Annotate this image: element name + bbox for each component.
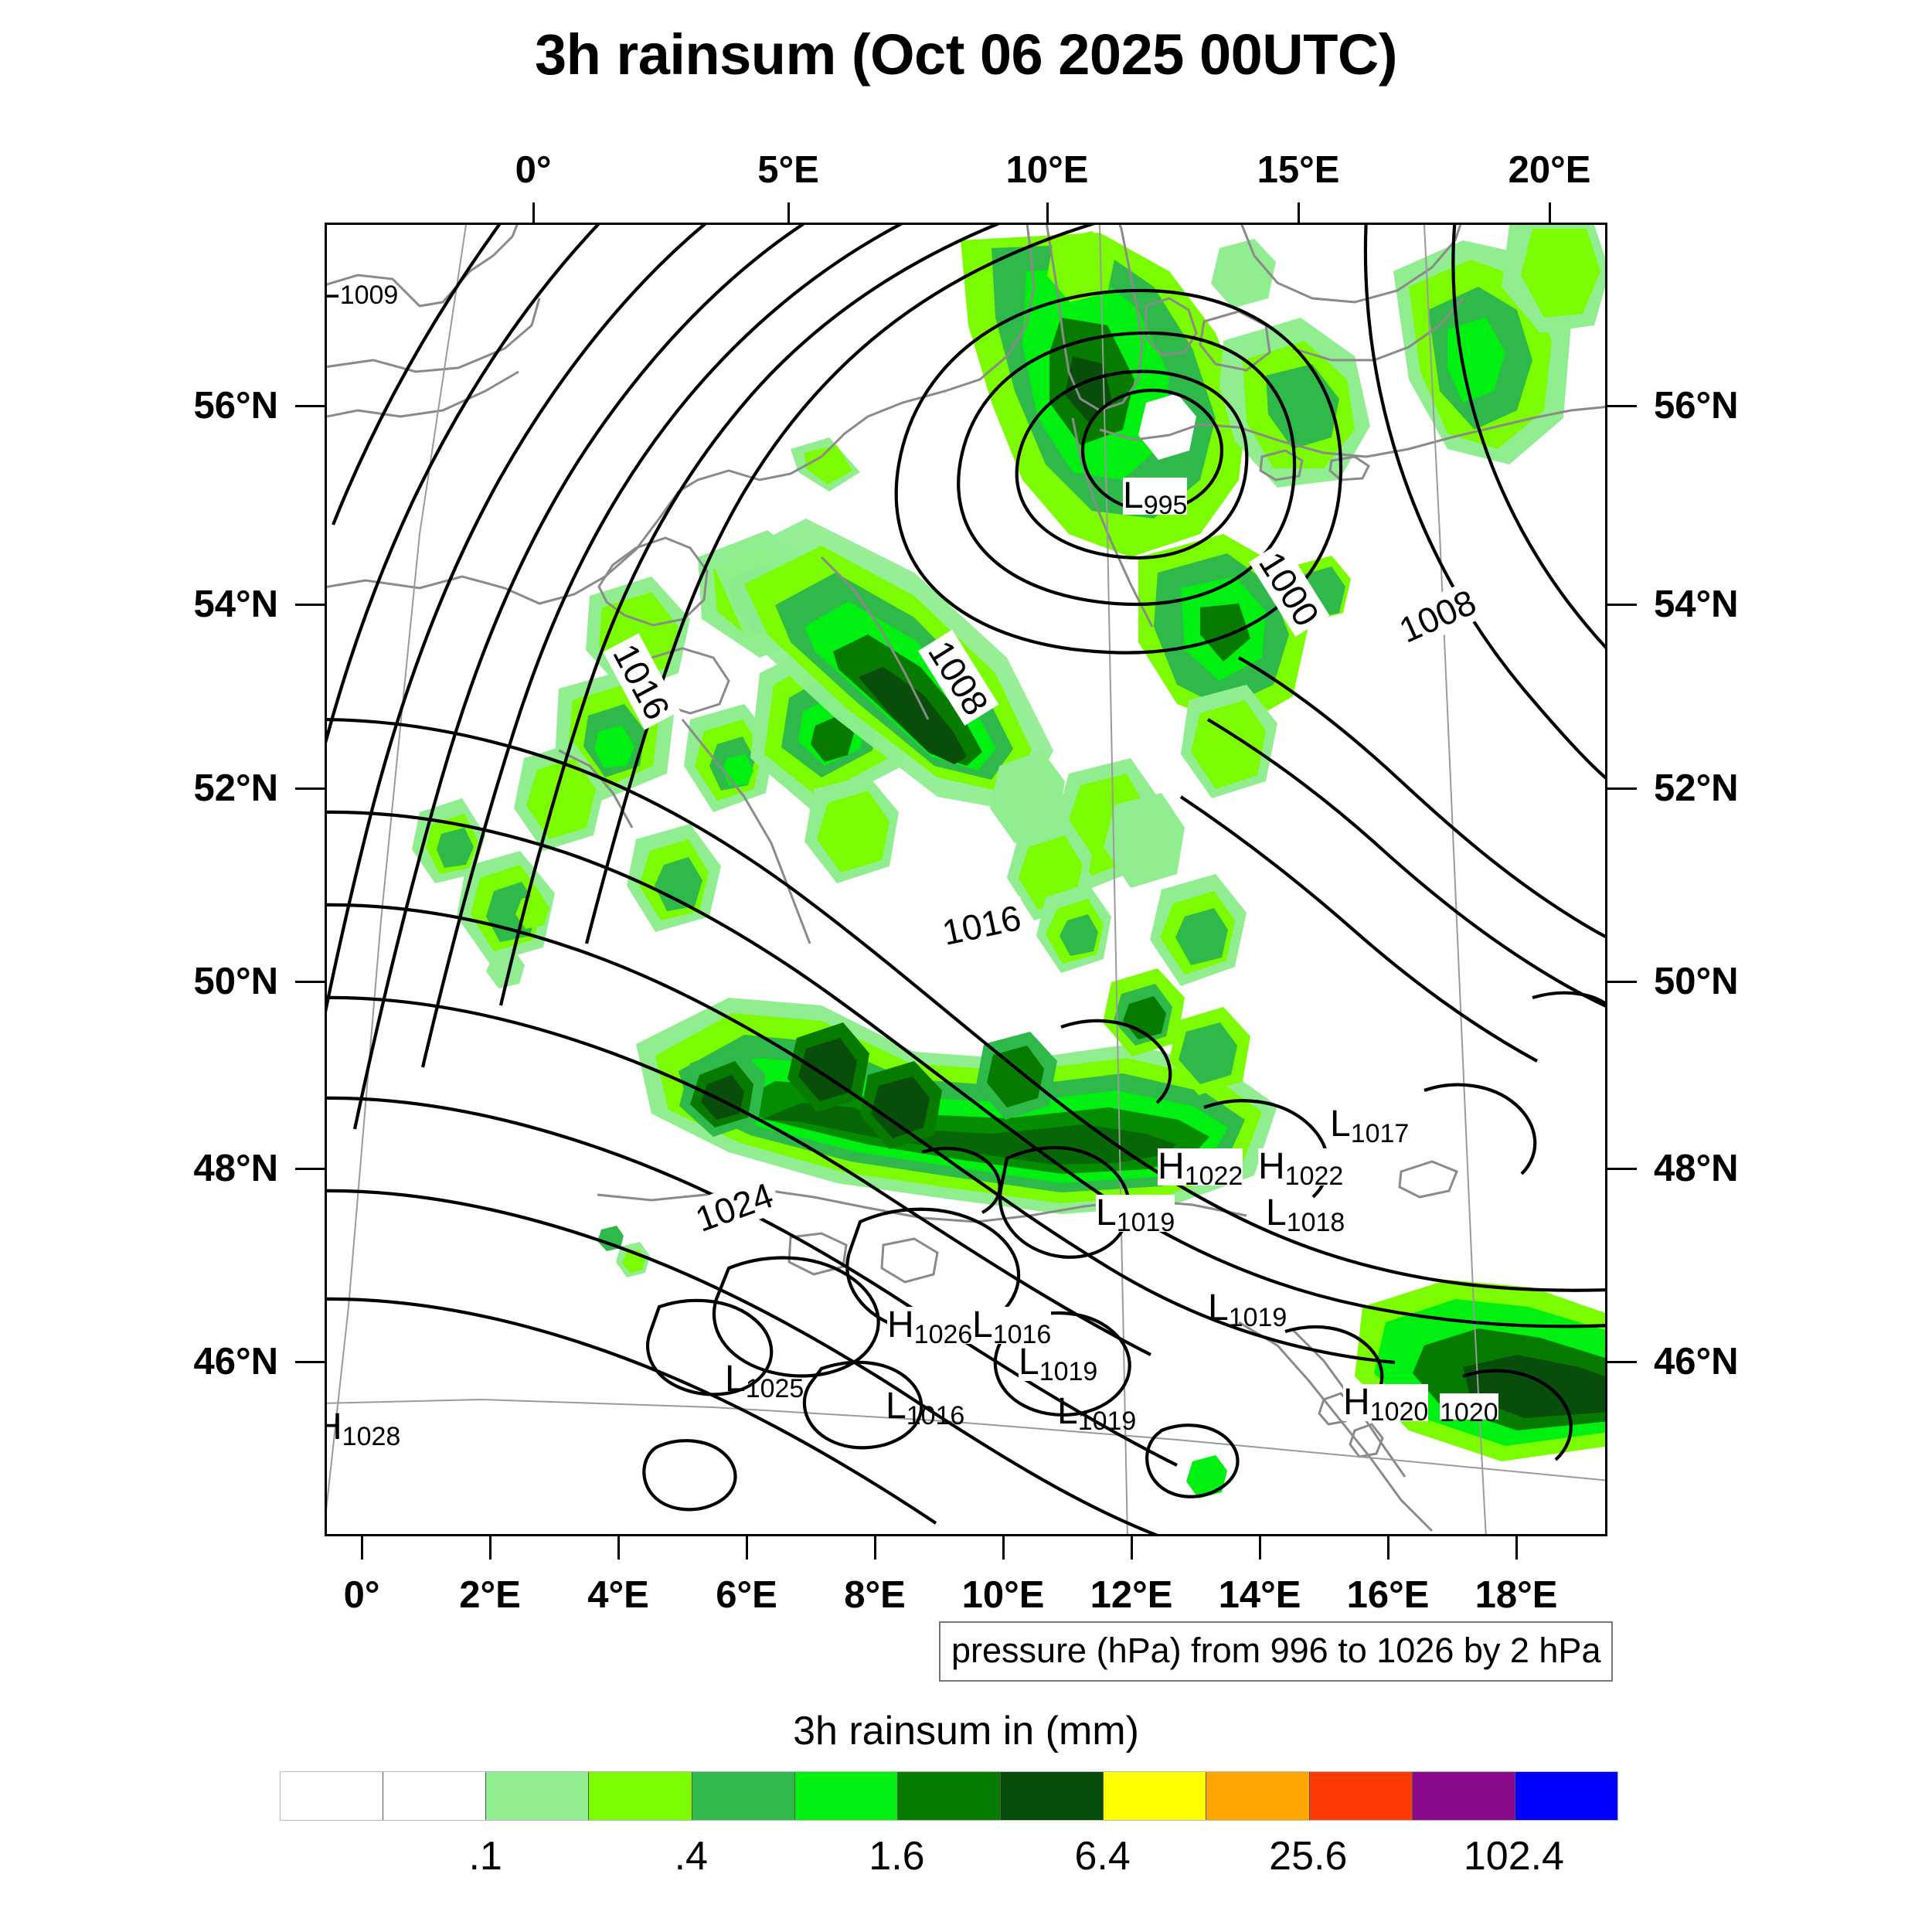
colorbar-cell-2[interactable] [486,1772,590,1820]
tick-bottom-6 [1131,1536,1133,1560]
precipitation-shading [412,225,1605,1498]
colorbar-cell-12[interactable] [1515,1772,1618,1820]
pressure-center-L1019-a: L1019 [1096,1192,1175,1237]
colorbar-cell-7[interactable] [1001,1772,1104,1820]
colorbar-cell-0[interactable] [281,1772,384,1820]
tick-label-bottom-0: 0° [343,1574,380,1616]
tick-top-4 [1549,202,1551,223]
tick-label-right-0: 56°N [1654,385,1739,427]
colorbar-cell-5[interactable] [794,1772,898,1820]
tick-left-3 [295,981,325,983]
figure-title: 3h rainsum (Oct 06 2025 00UTC) [535,22,1398,87]
tick-label-left-1: 54°N [193,583,278,625]
tick-bottom-1 [489,1536,492,1560]
map-plot-area: L1009 L995 L1017 H1022 H1022 L1018 L1019… [325,223,1607,1536]
tick-bottom-4 [874,1536,876,1560]
tick-label-right-3: 50°N [1654,961,1739,1002]
tick-right-4 [1607,1168,1637,1170]
colorbar-label-5: 102.4 [1463,1834,1564,1879]
tick-label-bottom-1: 2°E [459,1574,521,1616]
tick-label-bottom-6: 12°E [1090,1574,1173,1616]
tick-label-left-2: 52°N [193,767,278,809]
tick-bottom-0 [361,1536,363,1560]
tick-bottom-2 [617,1536,620,1560]
tick-label-left-4: 48°N [193,1148,278,1189]
tick-right-5 [1607,1361,1637,1363]
tick-label-bottom-4: 8°E [844,1574,906,1616]
pressure-center-L1018: L1018 [1266,1192,1345,1237]
pressure-center-H1022-b: H1022 [1258,1146,1344,1191]
colorbar-title: 3h rainsum in (mm) [793,1709,1139,1753]
tick-right-2 [1607,787,1637,790]
tick-left-1 [295,604,325,606]
tick-right-0 [1607,405,1637,407]
tick-label-top-1: 5°E [757,149,819,191]
pressure-center-L1016-a: L1016 [972,1304,1052,1349]
pressure-center-L1019-b: L1019 [1208,1287,1287,1332]
tick-left-2 [295,787,325,790]
tick-label-left-3: 50°N [193,961,278,1002]
pressure-center-L1017: L1017 [1330,1104,1410,1148]
tick-label-bottom-7: 14°E [1218,1574,1301,1616]
colorbar-label-3: 6.4 [1074,1834,1131,1879]
tick-label-right-1: 54°N [1654,583,1739,625]
tick-right-3 [1607,981,1637,983]
tick-bottom-3 [746,1536,748,1560]
tick-bottom-7 [1259,1536,1261,1560]
pressure-center-L995: L995 [1123,475,1188,520]
tick-label-bottom-2: 4°E [587,1574,649,1616]
tick-bottom-9 [1515,1536,1518,1560]
tick-label-top-4: 20°E [1508,149,1591,191]
tick-label-right-2: 52°N [1654,767,1739,809]
colorbar-cell-3[interactable] [589,1772,692,1820]
tick-left-5 [295,1361,325,1363]
tick-label-top-0: 0° [515,149,552,191]
colorbar[interactable] [280,1771,1618,1821]
tick-bottom-5 [1002,1536,1005,1560]
tick-left-4 [295,1168,325,1170]
tick-left-0 [295,405,325,407]
pressure-center-H1020: H1020 [1343,1382,1429,1427]
pressure-center-L1009: L1009 [327,267,399,310]
tick-label-bottom-9: 18°E [1475,1574,1558,1616]
tick-label-left-5: 46°N [193,1341,278,1383]
colorbar-cell-9[interactable] [1206,1772,1310,1820]
tick-bottom-8 [1387,1536,1389,1560]
pressure-contour-note: pressure (hPa) from 996 to 1026 by 2 hPa [939,1621,1614,1682]
tick-label-top-3: 15°E [1257,149,1340,191]
pressure-center-H1028: H1028 [327,1409,401,1451]
colorbar-cell-6[interactable] [897,1772,1002,1820]
map-canvas [327,225,1605,1534]
tick-right-1 [1607,604,1637,606]
tick-top-1 [787,202,790,223]
colorbar-cell-1[interactable] [383,1772,487,1820]
tick-label-right-4: 48°N [1654,1148,1739,1189]
pressure-center-H1026: H1026 [887,1304,973,1349]
colorbar-cell-11[interactable] [1412,1772,1515,1820]
tick-label-bottom-3: 6°E [716,1574,777,1616]
tick-top-2 [1046,202,1049,223]
pressure-center-L1020: 1020 [1440,1393,1498,1426]
colorbar-label-4: 25.6 [1269,1834,1348,1879]
tick-label-bottom-8: 16°E [1346,1574,1430,1616]
colorbar-cell-8[interactable] [1104,1772,1207,1820]
pressure-center-L1025: L1025 [725,1359,804,1403]
tick-label-top-2: 10°E [1005,149,1089,191]
colorbar-label-2: 1.6 [869,1834,925,1879]
tick-top-0 [532,202,535,223]
isobars [327,225,1605,1534]
pressure-center-L1019-d: L1019 [1057,1391,1137,1436]
tick-label-left-0: 56°N [193,385,278,427]
colorbar-label-1: .4 [674,1834,708,1879]
tick-label-right-5: 46°N [1654,1341,1739,1383]
colorbar-cell-4[interactable] [692,1772,795,1820]
colorbar-label-0: .1 [468,1834,502,1879]
tick-top-3 [1298,202,1300,223]
colorbar-cell-10[interactable] [1309,1772,1413,1820]
pressure-center-L1019-c: L1019 [1019,1342,1098,1386]
pressure-center-H1022-a: H1022 [1158,1146,1243,1191]
pressure-center-L1016-b: L1016 [886,1386,965,1430]
tick-label-bottom-5: 10°E [961,1574,1045,1616]
